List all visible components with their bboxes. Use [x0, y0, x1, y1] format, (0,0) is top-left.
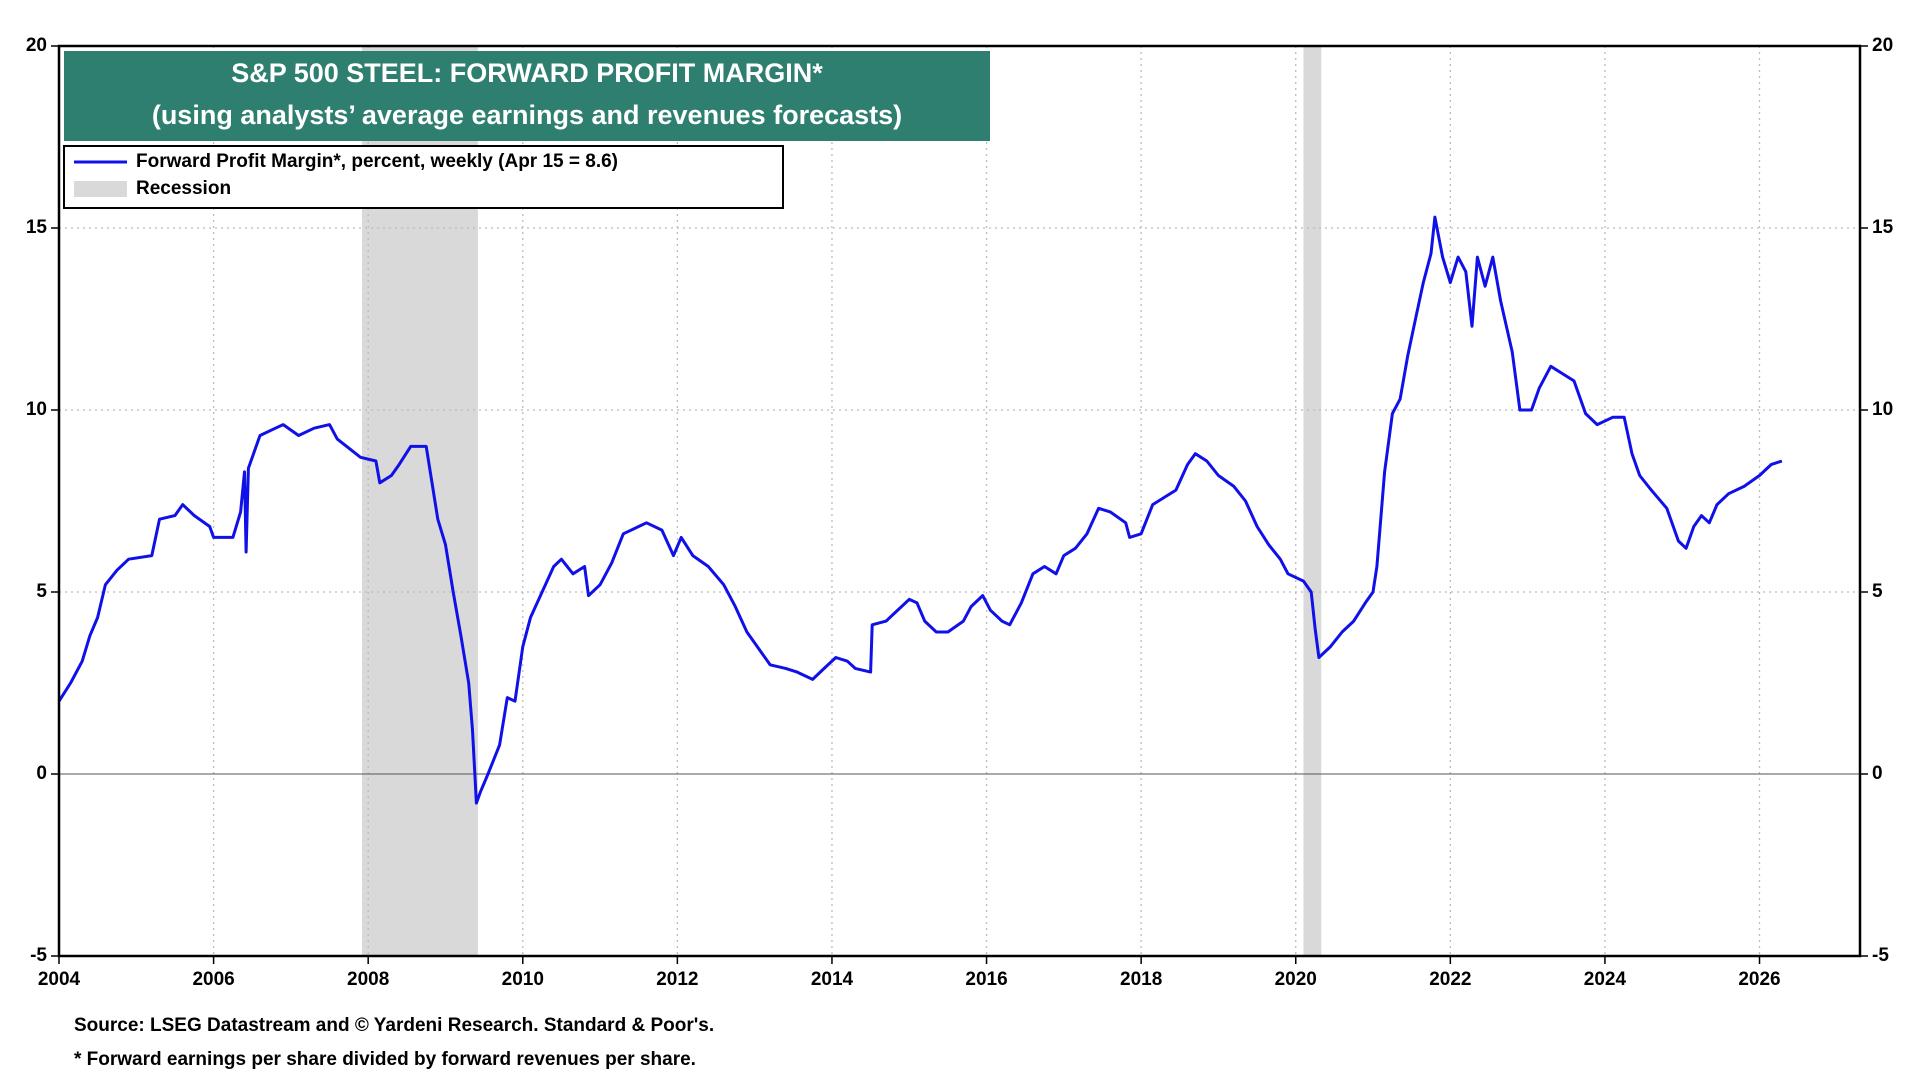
legend-box	[63, 145, 784, 209]
legend-label: Forward Profit Margin*, percent, weekly …	[136, 151, 618, 172]
x-tick-label: 2026	[1738, 969, 1780, 990]
x-tick-label: 2018	[1120, 969, 1162, 990]
y-tick-label: 5	[36, 581, 47, 602]
x-tick-label: 2014	[811, 969, 854, 990]
title-box	[64, 51, 990, 141]
x-tick-label: 2022	[1429, 969, 1471, 990]
x-tick-label: 2004	[38, 969, 81, 990]
legend-label: Recession	[136, 178, 231, 199]
x-tick-label: 2020	[1275, 969, 1317, 990]
plot-frame	[57, 44, 1862, 958]
y2-tick-label: 10	[1872, 399, 1893, 420]
y2-tick-label: 5	[1872, 581, 1883, 602]
y-tick-label: -5	[30, 945, 47, 966]
y2-tick-label: 20	[1872, 35, 1893, 56]
x-tick-label: 2012	[656, 969, 698, 990]
y2-tick-label: 0	[1872, 763, 1883, 784]
x-tick-label: 2008	[347, 969, 389, 990]
footnote: * Forward earnings per share divided by …	[74, 1049, 696, 1070]
y2-tick-label: -5	[1872, 945, 1889, 966]
x-tick-label: 2006	[192, 969, 234, 990]
y2-tick-label: 15	[1872, 217, 1894, 238]
chart-subtitle: (using analysts’ average earnings and re…	[152, 100, 902, 130]
recession-band	[1303, 46, 1322, 956]
y-tick-label: 10	[26, 399, 47, 420]
y-tick-label: 20	[26, 35, 47, 56]
chart-title: S&P 500 STEEL: FORWARD PROFIT MARGIN*	[231, 58, 823, 88]
series-line	[57, 215, 1783, 805]
x-tick-label: 2016	[965, 969, 1007, 990]
x-tick-label: 2024	[1584, 969, 1627, 990]
x-tick-label: 2010	[502, 969, 544, 990]
legend-swatch	[74, 181, 127, 197]
source-note: Source: LSEG Datastream and © Yardeni Re…	[74, 1015, 714, 1036]
y-tick-label: 15	[26, 217, 48, 238]
y-tick-label: 0	[36, 763, 47, 784]
